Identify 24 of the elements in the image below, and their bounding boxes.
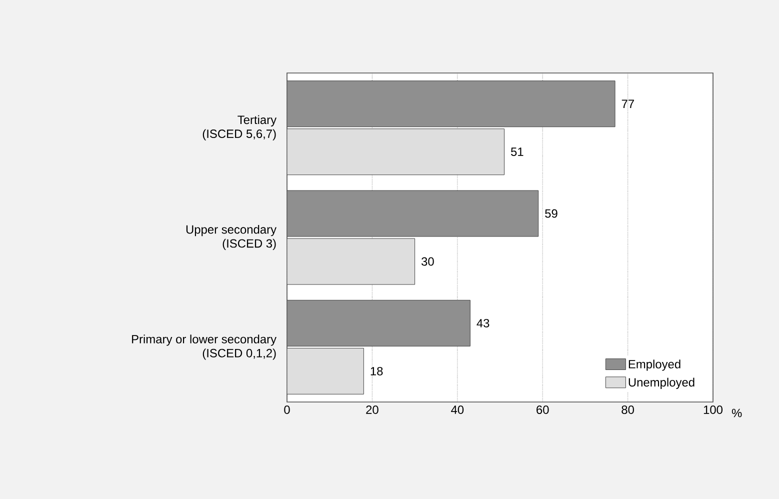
legend-label: Employed xyxy=(628,360,680,371)
data-label: 43 xyxy=(476,318,490,328)
x-tick-label: 100 xyxy=(704,406,723,414)
bar xyxy=(287,80,616,128)
bar xyxy=(287,238,416,285)
x-tick-label: 80 xyxy=(622,406,634,414)
data-label: 18 xyxy=(370,366,383,376)
data-label: 59 xyxy=(545,209,558,218)
bar xyxy=(287,300,470,346)
bar xyxy=(287,190,539,237)
bar xyxy=(287,348,364,394)
y-tick-label: Primary or lower secondary (ISCED 0,1,2) xyxy=(132,334,276,360)
y-tick-label: Tertiary (ISCED 5,6,7) xyxy=(202,115,277,140)
data-label: 51 xyxy=(510,148,524,156)
data-label: 77 xyxy=(622,100,634,108)
x-tick-label: 20 xyxy=(366,406,378,414)
x-axis-title: % xyxy=(732,408,742,418)
x-tick-label: 40 xyxy=(451,406,464,414)
bar xyxy=(287,128,505,176)
x-tick-label: 0 xyxy=(284,406,290,414)
legend-label: Unemployed xyxy=(628,378,694,389)
x-tick-label: 60 xyxy=(536,406,549,414)
y-tick-label: Upper secondary (ISCED 3) xyxy=(186,224,276,250)
data-label: 30 xyxy=(422,257,434,266)
